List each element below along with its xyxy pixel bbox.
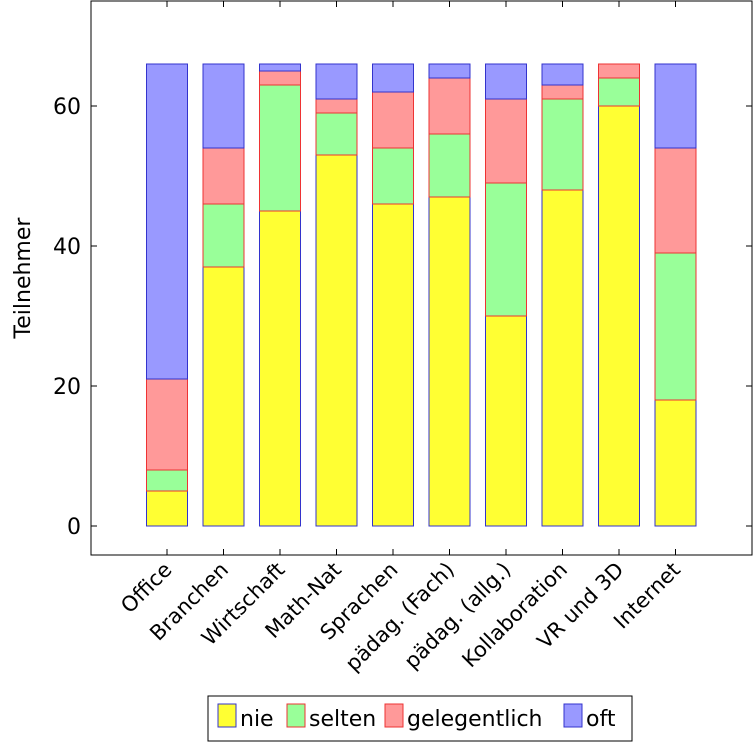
bar-segment-gelegentlich (372, 91, 414, 149)
bar-segment-oft (541, 63, 584, 86)
bar-segment-selten (541, 98, 584, 191)
legend-label-nie: nie (240, 707, 274, 732)
bar-segment-gelegentlich (654, 147, 697, 254)
bar-segment-gelegentlich (146, 378, 188, 471)
bar-segment-oft (485, 63, 527, 100)
bar-segment-gelegentlich (428, 77, 471, 135)
y-tick-label: 20 (53, 375, 81, 400)
y-tick-label: 0 (67, 515, 81, 540)
bar-segment-nie (654, 399, 697, 527)
bar-segment-selten (146, 469, 188, 492)
y-axis-ticks: 0 20 40 60 (53, 95, 752, 540)
legend-swatch-nie (217, 703, 237, 728)
bar-segment-gelegentlich (315, 98, 358, 114)
bar-segment-oft (372, 63, 414, 93)
bars-group (146, 63, 697, 527)
bar-segment-selten (202, 203, 245, 268)
bar-segment-gelegentlich (541, 84, 584, 100)
bar-segment-selten (485, 182, 527, 317)
bar-segment-nie (372, 203, 414, 527)
legend: nie selten gelegentlich oft (207, 695, 633, 742)
bar-segment-oft (259, 63, 301, 72)
legend-frame (207, 695, 633, 742)
bar-segment-nie (146, 490, 188, 527)
legend-swatch-gelegentlich (384, 703, 404, 728)
y-tick-label: 60 (53, 95, 81, 120)
bar-segment-gelegentlich (259, 70, 301, 86)
y-tick-label: 40 (53, 235, 81, 260)
legend-swatch-oft (563, 703, 583, 728)
bar-segment-nie (541, 189, 584, 527)
bar-segment-selten (428, 133, 471, 198)
bar-segment-selten (372, 147, 414, 205)
bar-segment-oft (428, 63, 471, 79)
bar-segment-gelegentlich (485, 98, 527, 184)
bar-segment-selten (315, 112, 358, 156)
bar-segment-oft (315, 63, 358, 100)
bar-segment-nie (598, 105, 640, 527)
bar-segment-selten (259, 84, 301, 212)
bar-segment-nie (485, 315, 527, 527)
bar-segment-nie (259, 210, 301, 527)
bar-segment-gelegentlich (598, 63, 640, 79)
bar-segment-selten (654, 252, 697, 401)
legend-label-selten: selten (309, 707, 376, 732)
legend-label-gelegentlich: gelegentlich (407, 707, 542, 732)
legend-swatch-selten (286, 703, 306, 728)
plot-area-frame (90, 0, 753, 556)
bar-segment-nie (202, 266, 245, 527)
bar-segment-oft (146, 63, 188, 380)
bar-segment-oft (202, 63, 245, 149)
bar-segment-gelegentlich (202, 147, 245, 205)
bar-segment-oft (654, 63, 697, 149)
bar-segment-nie (315, 154, 358, 527)
bar-segment-selten (598, 77, 640, 107)
bar-segment-nie (428, 196, 471, 527)
y-axis-title: Teilnehmer (11, 217, 36, 340)
legend-label-oft: oft (586, 707, 616, 732)
